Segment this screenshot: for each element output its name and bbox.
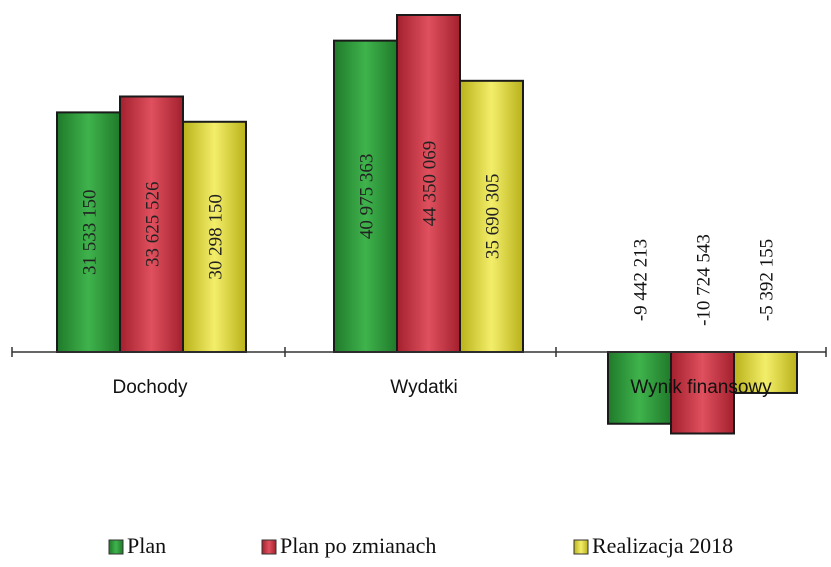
legend-item-realizacja-2018: Realizacja 2018 xyxy=(573,533,733,558)
bars-group xyxy=(56,14,798,435)
legend-swatch-plan-po-zmianach xyxy=(261,539,277,555)
data-label: 40 975 363 xyxy=(357,154,378,240)
legend-label-plan: Plan xyxy=(127,533,166,558)
category-label: Wynik finansowy xyxy=(630,377,772,398)
data-label: 35 690 305 xyxy=(483,174,504,259)
category-label: Dochody xyxy=(113,377,188,398)
bar-dochody-series-0 xyxy=(56,111,121,353)
bar-wydatki-series-2 xyxy=(459,79,524,353)
legend-swatch-plan xyxy=(108,539,124,555)
legend-label-realizacja-2018: Realizacja 2018 xyxy=(592,533,733,558)
value-labels-group: 31 533 150 40 975 363 -9 442 213 33 625 526… xyxy=(80,141,778,326)
data-label: 30 298 150 xyxy=(206,194,227,279)
data-label: -5 392 155 xyxy=(757,239,778,321)
legend-item-plan-po-zmianach: Plan po zmianach xyxy=(261,533,436,558)
data-label: 31 533 150 xyxy=(80,189,101,275)
legend: Plan Plan po zmianach Realizacja 2018 xyxy=(108,533,733,558)
bar-wynik-finansowy-series-2 xyxy=(733,351,798,394)
bar-wydatki-series-0 xyxy=(333,39,398,354)
data-label: -10 724 543 xyxy=(694,234,715,326)
legend-swatch-realizacja-2018 xyxy=(573,539,589,555)
legend-label-plan-po-zmianach: Plan po zmianach xyxy=(280,533,436,558)
category-label: Wydatki xyxy=(390,377,457,398)
data-label: 44 350 069 xyxy=(420,141,441,227)
legend-item-plan: Plan xyxy=(108,533,166,558)
data-label: -9 442 213 xyxy=(631,239,652,321)
bar-wynik-finansowy-series-1 xyxy=(670,351,735,435)
data-label: 33 625 526 xyxy=(143,181,164,267)
